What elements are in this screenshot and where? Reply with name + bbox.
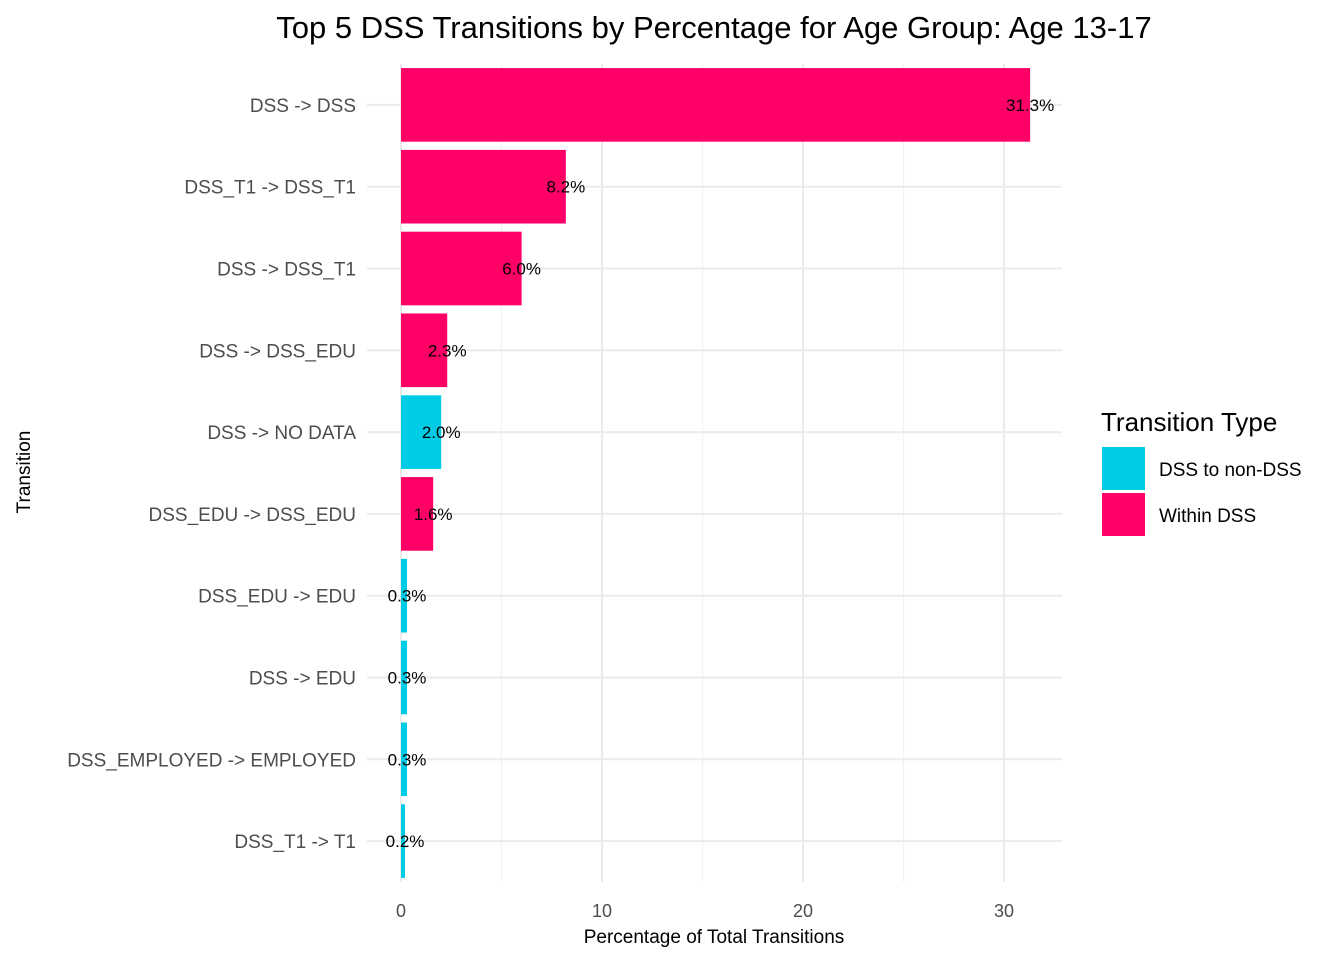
bar: [401, 395, 442, 469]
data-label: 0.3%: [388, 750, 427, 769]
bar: [401, 313, 448, 388]
y-tick-label: DSS -> DSS_EDU: [199, 341, 356, 362]
legend-label: DSS to non-DSS: [1159, 460, 1302, 481]
y-tick-label: DSS_EMPLOYED -> EMPLOYED: [67, 750, 356, 771]
bar: [401, 804, 406, 878]
y-tick-label: DSS -> NO DATA: [207, 423, 356, 444]
legend-key: [1102, 493, 1145, 536]
data-label: 6.0%: [502, 260, 541, 279]
data-labels: 31.3% 8.2% 6.0% 2.3% 2.0% 1.6% 0.3% 0.3% 0.3% 0.2…: [386, 96, 1055, 851]
x-tick-label: 30: [994, 901, 1014, 921]
data-label: 0.3%: [388, 669, 427, 688]
chart-title: Top 5 DSS Transitions by Percentage for …: [276, 10, 1151, 45]
x-tick-label: 0: [396, 901, 406, 921]
y-axis-labels: DSS -> DSS DSS_T1 -> DSS_T1 DSS -> DSS_T1 D…: [67, 96, 356, 853]
data-label: 0.2%: [386, 832, 425, 851]
x-axis-ticks: 0 10 20 30: [396, 901, 1014, 921]
y-tick-label: DSS_T1 -> DSS_T1: [184, 178, 356, 199]
y-tick-label: DSS_EDU -> DSS_EDU: [149, 505, 356, 526]
x-tick-label: 20: [793, 901, 813, 921]
bars: [401, 68, 1031, 878]
legend-label: Within DSS: [1159, 506, 1256, 527]
y-tick-label: DSS_EDU -> EDU: [198, 587, 356, 608]
y-tick-label: DSS_T1 -> T1: [234, 832, 356, 853]
x-axis-title: Percentage of Total Transitions: [584, 927, 845, 948]
data-label: 31.3%: [1006, 96, 1054, 115]
y-axis-title: Transition: [14, 431, 35, 514]
bar: [401, 477, 434, 551]
y-tick-label: DSS -> EDU: [249, 669, 356, 690]
bar: [401, 722, 408, 797]
legend-key: [1102, 447, 1145, 490]
data-label: 8.2%: [546, 178, 585, 197]
data-label: 2.0%: [422, 423, 461, 442]
bar: [401, 558, 408, 633]
y-tick-label: DSS -> DSS_T1: [217, 260, 356, 281]
bar: [401, 68, 1031, 142]
data-label: 1.6%: [414, 505, 453, 524]
y-tick-label: DSS -> DSS: [250, 96, 356, 117]
data-label: 0.3%: [388, 587, 427, 606]
grid: [367, 64, 1062, 882]
legend-title: Transition Type: [1101, 407, 1277, 437]
legend: Transition Type DSS to non-DSS Within DSS: [1101, 407, 1302, 536]
bar: [401, 149, 566, 224]
bar: [401, 231, 522, 306]
x-tick-label: 10: [592, 901, 612, 921]
data-label: 2.3%: [428, 341, 467, 360]
bar: [401, 640, 408, 715]
